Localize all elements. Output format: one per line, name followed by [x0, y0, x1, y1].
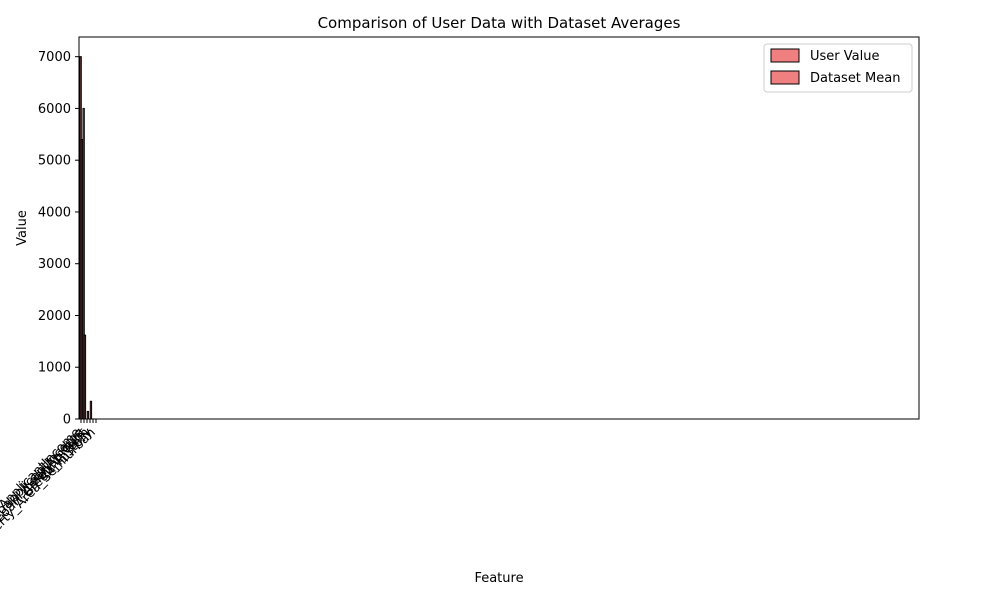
- x-axis-label: Feature: [474, 571, 523, 586]
- y-tick-label: 0: [63, 413, 71, 428]
- bars: [79, 56, 96, 420]
- y-axis-label: Value: [15, 210, 30, 246]
- legend: User Value Dataset Mean: [763, 43, 913, 93]
- legend-frame: [763, 43, 913, 93]
- bar-dataset-mean: [89, 400, 93, 420]
- bar-dataset-mean: [86, 410, 90, 420]
- y-tick-label: 6000: [38, 102, 71, 117]
- bar-dataset-mean: [83, 334, 87, 420]
- chart-title: Comparison of User Data with Dataset Ave…: [318, 14, 681, 32]
- y-tick-label: 7000: [38, 50, 71, 65]
- bar-dataset-mean: [80, 138, 84, 420]
- legend-swatch-dataset-mean: [770, 70, 800, 85]
- y-axis-ticks: 0 1000 2000 3000 4000 5000 6000 7000: [38, 50, 79, 428]
- legend-label-user-value: User Value: [810, 49, 879, 64]
- plot-frame: [78, 36, 920, 420]
- y-tick-label: 3000: [38, 257, 71, 272]
- y-tick-label: 5000: [38, 154, 71, 169]
- y-tick-label: 4000: [38, 205, 71, 220]
- y-tick-label: 1000: [38, 361, 71, 376]
- y-tick-label: 2000: [38, 309, 71, 324]
- legend-label-dataset-mean: Dataset Mean: [810, 71, 900, 86]
- legend-swatch-user-value: [770, 48, 800, 63]
